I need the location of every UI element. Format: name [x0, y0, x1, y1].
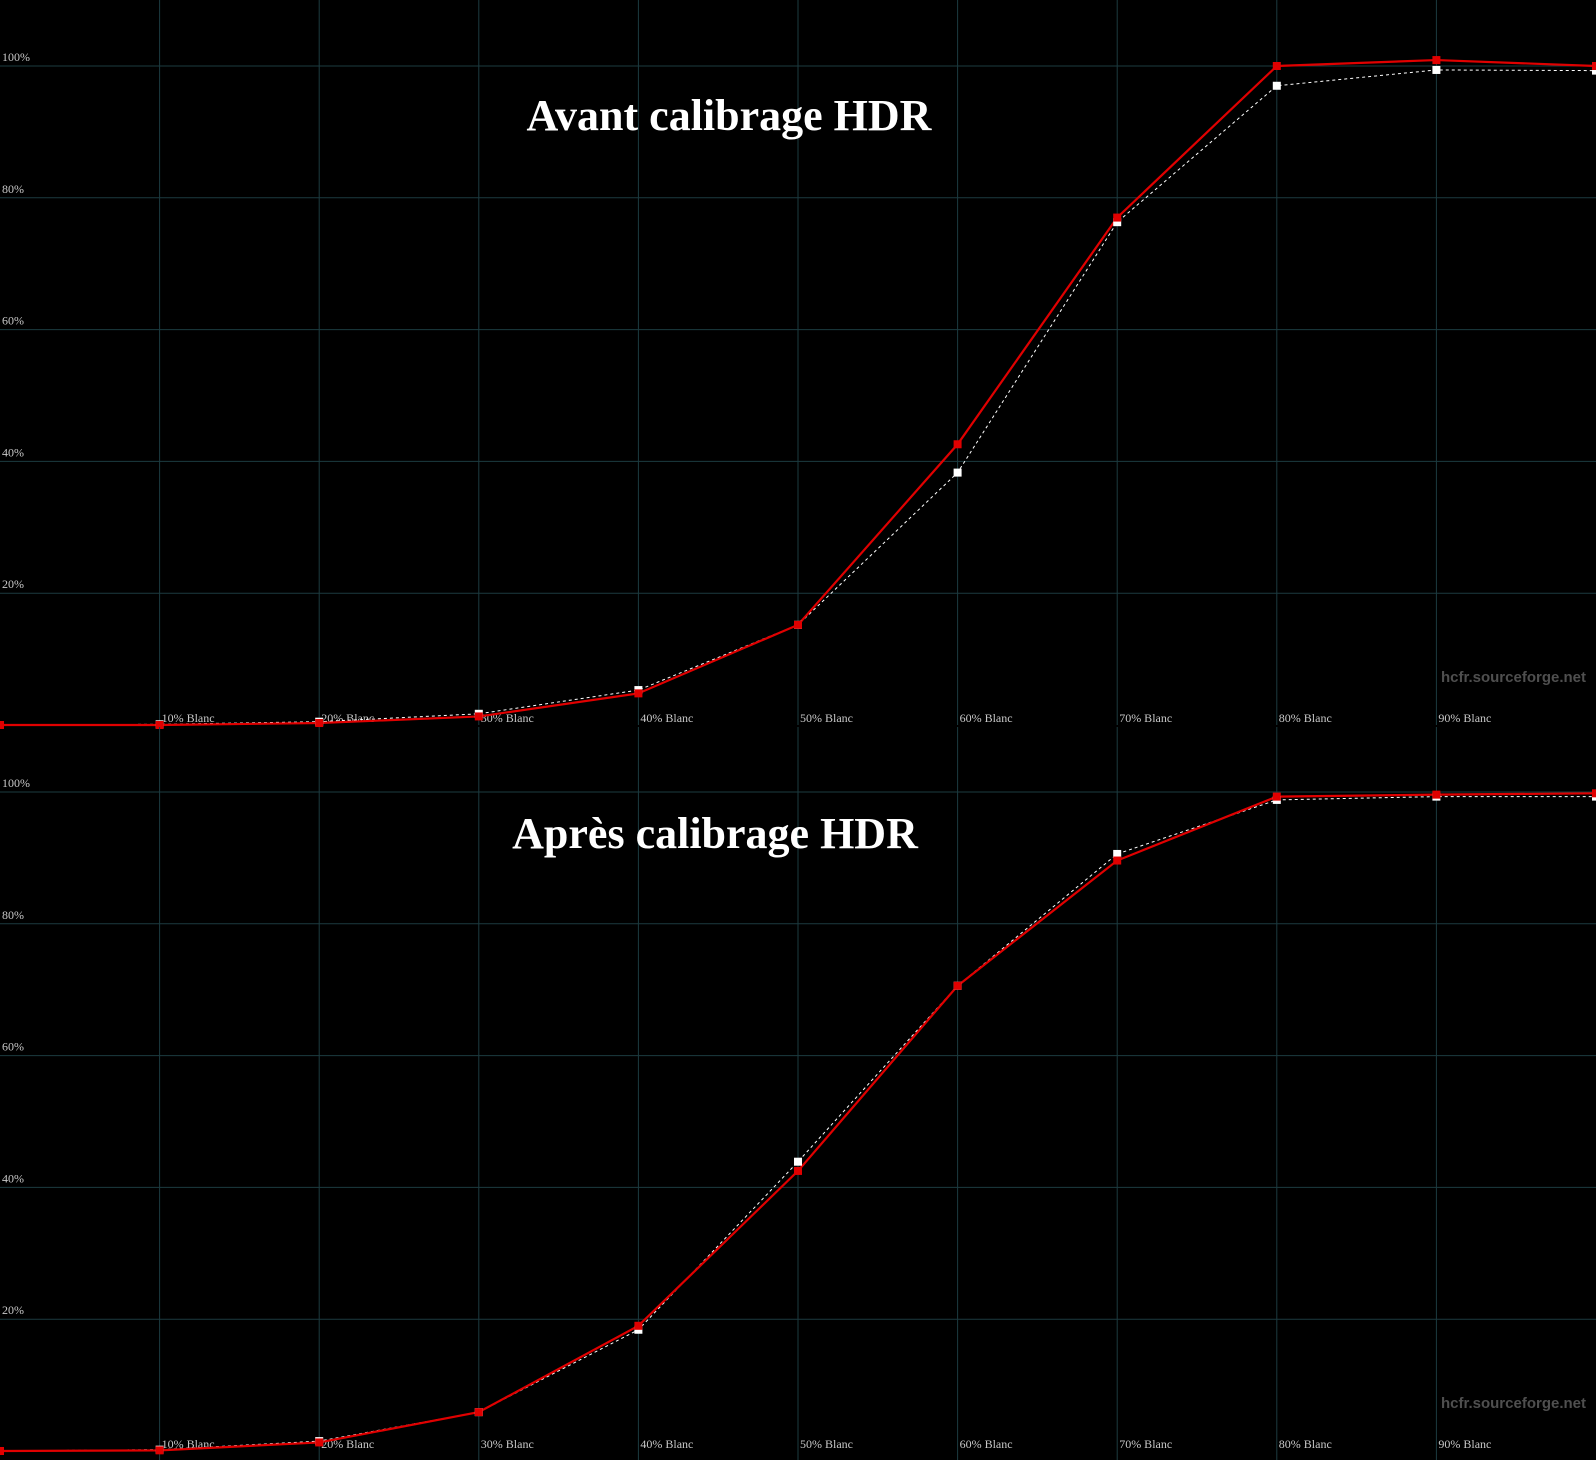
x-tick-label: 40% Blanc	[640, 711, 693, 725]
data-point	[1272, 62, 1281, 70]
series-layer	[0, 56, 1596, 729]
y-tick-label: 100%	[2, 776, 30, 790]
grid	[0, 727, 1596, 1460]
data-point	[0, 1447, 4, 1455]
y-tick-label: 100%	[2, 50, 30, 64]
data-point	[474, 1408, 483, 1417]
data-point	[794, 1157, 802, 1166]
x-tick-label: 30% Blanc	[481, 1437, 534, 1451]
x-tick-label: 50% Blanc	[800, 1437, 853, 1451]
x-tick-label: 20% Blanc	[321, 1437, 374, 1451]
y-tick-label: 80%	[2, 908, 24, 922]
data-point	[0, 721, 4, 729]
y-tick-label: 40%	[2, 1171, 24, 1185]
data-point	[1113, 213, 1122, 222]
data-point	[794, 620, 802, 629]
y-tick-label: 20%	[2, 577, 24, 591]
grid	[0, 0, 1596, 725]
x-tick-label: 90% Blanc	[1438, 1437, 1491, 1451]
data-point	[1432, 56, 1441, 65]
x-tick-label: 70% Blanc	[1119, 1437, 1172, 1451]
data-point	[155, 1446, 164, 1455]
y-axis-ticks: 20% 40% 60% 80% 100%	[2, 50, 30, 591]
series-layer	[0, 789, 1596, 1455]
y-tick-label: 40%	[2, 445, 24, 459]
data-point	[1113, 849, 1122, 858]
x-tick-label: 60% Blanc	[960, 711, 1013, 725]
y-tick-label: 60%	[2, 314, 24, 328]
data-point	[315, 1438, 324, 1447]
data-point	[1592, 789, 1596, 798]
data-point	[474, 712, 483, 721]
x-axis-ticks: 10% Blanc 20% Blanc 30% Blanc 40% Blanc 50% …	[162, 1437, 1492, 1451]
chart-panel-apres: 20%40%60%80%100% 10% Blanc 20% Blanc 30% B…	[0, 727, 1596, 1460]
data-point	[1432, 65, 1441, 74]
x-tick-label: 70% Blanc	[1119, 711, 1172, 725]
watermark: hcfr.sourceforge.net	[1441, 1395, 1586, 1412]
data-point	[1272, 792, 1281, 801]
data-point	[1113, 856, 1122, 865]
data-point	[1592, 62, 1596, 70]
data-point	[634, 1321, 643, 1330]
data-point	[953, 981, 962, 990]
data-point	[315, 719, 324, 728]
chart-title: Après calibrage HDR	[512, 809, 919, 858]
chart-title: Avant calibrage HDR	[527, 91, 933, 140]
x-tick-label: 10% Blanc	[162, 711, 215, 725]
data-point	[1272, 81, 1281, 90]
data-point	[1592, 66, 1596, 75]
data-point	[1113, 218, 1122, 227]
y-tick-label: 20%	[2, 1303, 24, 1317]
x-tick-label: 50% Blanc	[800, 711, 853, 725]
data-point	[953, 468, 962, 477]
x-tick-label: 90% Blanc	[1438, 711, 1491, 725]
y-axis-ticks: 20% 40% 60% 80% 100%	[2, 776, 30, 1317]
x-axis-ticks: 10% Blanc 20% Blanc 30% Blanc 40% Blanc 50% …	[162, 711, 1492, 725]
data-point	[634, 689, 643, 698]
data-point	[1432, 790, 1441, 799]
data-point	[794, 1166, 802, 1175]
y-tick-label: 60%	[2, 1040, 24, 1054]
x-tick-label: 80% Blanc	[1279, 711, 1332, 725]
y-tick-label: 80%	[2, 182, 24, 196]
x-tick-label: 80% Blanc	[1279, 1437, 1332, 1451]
chart-panel-avant: 20% 40% 60% 80% 100% 10% Blanc 20% Blanc 30% B…	[0, 0, 1596, 729]
x-tick-label: 40% Blanc	[640, 1437, 693, 1451]
data-point	[155, 721, 164, 729]
watermark: hcfr.sourceforge.net	[1441, 669, 1586, 686]
x-tick-label: 60% Blanc	[960, 1437, 1013, 1451]
data-point	[953, 440, 962, 449]
